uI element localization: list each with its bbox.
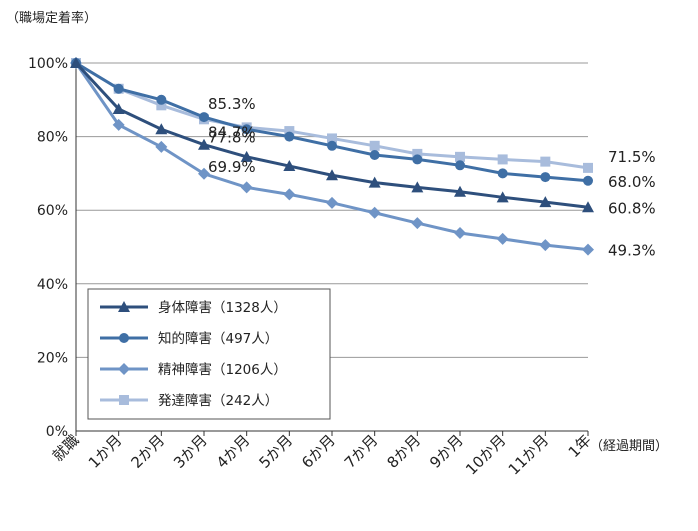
- legend-label: 精神障害（1206人）: [158, 362, 287, 378]
- x-tick-label: 1か月: [85, 431, 126, 472]
- series-line: [75, 61, 589, 183]
- series-0: [70, 57, 594, 213]
- series-3: [71, 58, 593, 173]
- series-line: [74, 62, 589, 252]
- data-point: [326, 169, 338, 181]
- data-point: [327, 133, 337, 144]
- data-point: [156, 94, 167, 105]
- data-label: 71.5%: [608, 148, 656, 166]
- y-tick-label: 0%: [46, 424, 68, 440]
- y-tick-label: 60%: [37, 203, 68, 219]
- x-tick-label: 10か月: [462, 431, 509, 478]
- data-point: [539, 239, 552, 252]
- series-line: [75, 61, 589, 170]
- y-tick-labels: 0% 20% 40% 60% 80% 100%: [28, 56, 68, 440]
- x-tick-label: 1年: [565, 431, 595, 461]
- data-point: [284, 131, 295, 142]
- y-tick-label: 80%: [37, 130, 68, 146]
- data-labels: 85.3% 84.7%77.8% 69.9% 71.5% 68.0% 60.8% 49.3%: [208, 95, 656, 259]
- data-point: [368, 176, 381, 188]
- legend-item: 身体障害（1328人）: [100, 300, 287, 316]
- series-2: [70, 57, 594, 256]
- series-lines: [70, 57, 594, 256]
- x-tick-label: 9か月: [426, 431, 467, 472]
- data-point: [540, 172, 551, 183]
- data-point: [455, 151, 465, 162]
- data-point: [369, 150, 380, 160]
- data-point: [582, 201, 594, 213]
- data-point: [156, 100, 167, 111]
- data-point: [113, 83, 124, 94]
- y-axis-label: （職場定着率）: [6, 10, 97, 26]
- data-point: [583, 162, 593, 173]
- data-point: [241, 124, 252, 135]
- data-point: [155, 123, 168, 135]
- data-point: [326, 196, 338, 209]
- data-point: [455, 160, 465, 171]
- x-axis-label: （経過期間）: [590, 439, 668, 454]
- legend-marker: [119, 333, 129, 343]
- data-point: [412, 148, 423, 159]
- data-point: [539, 196, 552, 208]
- data-label: 60.8%: [608, 199, 656, 217]
- data-point: [454, 185, 466, 197]
- data-point: [199, 112, 209, 123]
- data-point: [583, 175, 593, 186]
- legend-marker: [118, 301, 130, 312]
- data-point: [240, 181, 253, 194]
- data-label: 85.3%: [208, 95, 256, 113]
- data-label: 77.8%: [208, 129, 256, 147]
- x-tick-label: 2か月: [127, 431, 168, 472]
- x-tick-label: 7か月: [341, 431, 382, 472]
- data-point: [70, 57, 82, 68]
- data-point: [198, 167, 210, 180]
- data-point: [496, 191, 509, 203]
- y-tick-label: 40%: [37, 277, 68, 293]
- data-point: [283, 188, 296, 201]
- legend-label: 身体障害（1328人）: [158, 300, 287, 316]
- data-point: [412, 154, 423, 165]
- x-tick-label: 5か月: [255, 431, 296, 472]
- legend-label: 知的障害（497人）: [158, 330, 278, 347]
- data-point: [112, 103, 125, 114]
- data-point: [327, 140, 337, 151]
- legend-item: 精神障害（1206人）: [100, 362, 287, 378]
- legend-marker: [118, 363, 130, 375]
- data-point: [411, 181, 424, 193]
- y-tick-label: 100%: [28, 56, 68, 72]
- legend-item: 発達障害（242人）: [100, 393, 278, 409]
- data-label: 68.0%: [608, 173, 656, 191]
- data-label: 84.7%: [208, 123, 256, 141]
- data-point: [240, 150, 253, 162]
- x-tick-label: 6か月: [298, 431, 339, 472]
- data-point: [540, 156, 551, 167]
- legend-item: 知的障害（497人）: [100, 330, 278, 347]
- data-point: [283, 160, 296, 172]
- legend-marker: [119, 395, 129, 405]
- data-point: [582, 243, 594, 256]
- data-label: 69.9%: [208, 158, 256, 176]
- x-tick-label: 3か月: [170, 431, 211, 472]
- data-point: [497, 154, 508, 165]
- legend-label: 発達障害（242人）: [158, 393, 278, 409]
- data-point: [369, 140, 380, 151]
- x-tick-label: 4か月: [213, 431, 254, 472]
- x-tick-label: 8か月: [383, 431, 424, 472]
- data-label: 49.3%: [608, 242, 656, 260]
- y-tick-label: 20%: [37, 350, 68, 366]
- data-point: [198, 138, 210, 150]
- legend: 身体障害（1328人） 知的障害（497人） 精神障害（1206人） 発達障害（242…: [87, 288, 331, 420]
- x-tick-label: 11か月: [505, 431, 552, 478]
- data-point: [454, 227, 466, 240]
- data-point: [155, 140, 168, 153]
- data-point: [497, 168, 508, 179]
- data-point: [411, 217, 424, 230]
- data-point: [368, 206, 381, 219]
- data-point: [284, 126, 295, 137]
- data-point: [496, 232, 509, 245]
- data-point: [112, 118, 125, 131]
- series-1: [71, 58, 593, 186]
